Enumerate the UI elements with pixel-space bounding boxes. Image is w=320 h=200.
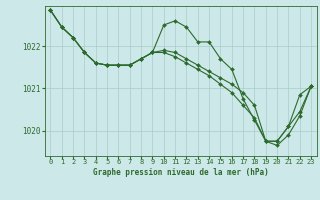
- X-axis label: Graphe pression niveau de la mer (hPa): Graphe pression niveau de la mer (hPa): [93, 168, 269, 177]
